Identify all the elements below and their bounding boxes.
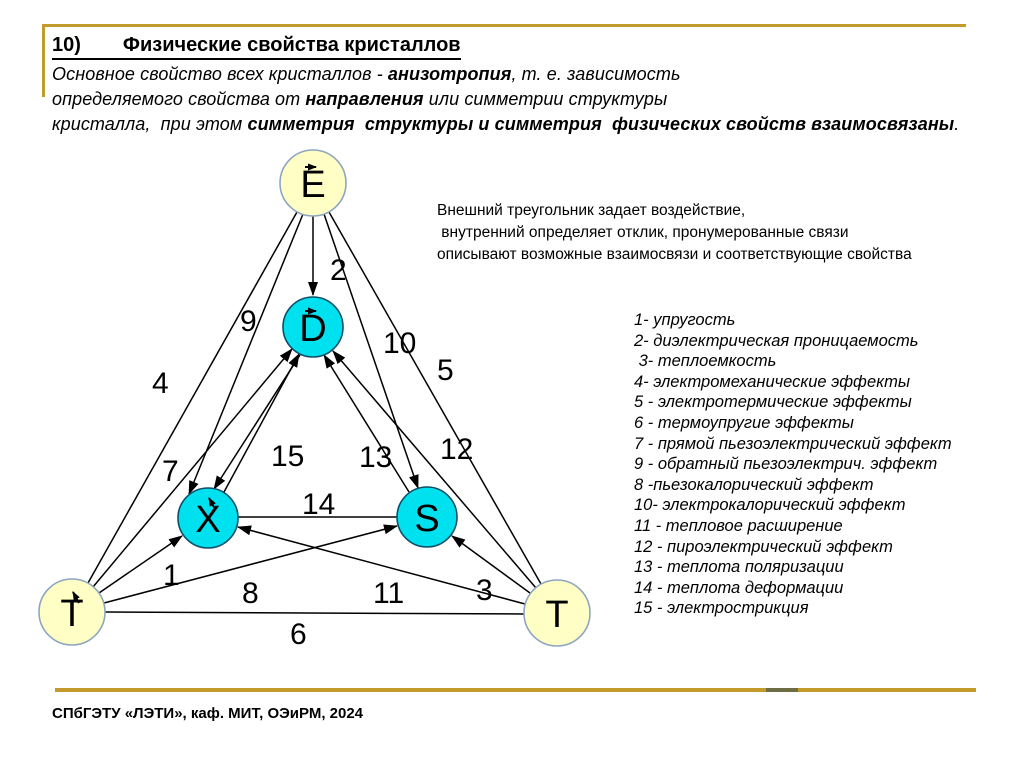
text-segment: анизотропия	[387, 64, 512, 84]
edge-3-Tright-S	[451, 535, 531, 594]
edge-number-15: 15	[271, 440, 304, 473]
text-segment: или симметрии структуры	[423, 89, 668, 109]
left-border-line	[42, 24, 45, 97]
node-label-S: S	[414, 498, 439, 540]
annotation-line: описывают возможные взаимосвязи и соотве…	[437, 246, 912, 263]
edge-number-2: 2	[330, 254, 347, 287]
edge-7-Tleft-D	[92, 348, 293, 588]
edge-12-Tright-D	[332, 350, 537, 589]
legend-item: 10- электрокалорический эффект	[634, 496, 906, 515]
node-label-E: E	[300, 164, 325, 206]
legend-item: 9 - обратный пьезоэлектрич. эффект	[634, 455, 938, 474]
footer-credit: СПбГЭТУ «ЛЭТИ», каф. МИТ, ОЭиРМ, 2024	[52, 705, 364, 722]
text-segment: симметрия структуры и симметрия физическ…	[247, 114, 955, 134]
legend-item: 8 -пьезокалорический эффект	[634, 475, 874, 494]
node-label-X: X	[195, 499, 220, 541]
vector-mark-icon-X	[208, 497, 216, 510]
edge-number-5: 5	[437, 354, 454, 387]
text-segment: кристалла, при этом	[52, 114, 248, 134]
node-T-left	[38, 578, 106, 646]
edge-6-Tleft-Tright	[104, 611, 525, 615]
title-text: Физические свойства кристаллов	[122, 34, 461, 56]
legend-item: 2- диэлектрическая проницаемость	[634, 331, 919, 350]
text-segment: определяемого свойства от	[52, 89, 306, 109]
legend-item: 15 - электрострикция	[634, 599, 809, 618]
annotation-line: внутренний определяет отклик, пронумеров…	[437, 224, 849, 241]
legend-item: 5 - электротермические эффекты	[634, 393, 912, 412]
annotation-line: Внешний треугольник задает воздействие,	[437, 202, 746, 219]
node-D	[282, 296, 344, 358]
edge-number-10: 10	[383, 327, 416, 360]
node-S	[396, 486, 458, 548]
intro-paragraph-line-1: Основное свойство всех кристаллов - аниз…	[52, 64, 681, 85]
edge-8-Tleft-S	[103, 524, 398, 604]
node-label-D: D	[299, 308, 326, 350]
node-label-T-left: T	[60, 593, 83, 635]
footer-rule-dark-segment	[766, 688, 798, 692]
text-segment: направления	[305, 89, 424, 109]
legend-item: 3- теплоемкость	[634, 352, 777, 371]
edge-15-X-D	[223, 353, 300, 493]
node-X	[177, 487, 239, 549]
legend-item: 4- электромеханические эффекты	[634, 372, 911, 391]
edge-number-1: 1	[163, 559, 180, 592]
text-segment: , т. е. зависимость	[511, 64, 681, 84]
footer-rule	[55, 688, 976, 692]
edge-13-S-D	[323, 354, 410, 493]
top-border-line	[42, 24, 966, 27]
edge-1-Tleft-X	[98, 535, 183, 594]
text-segment: .	[954, 114, 960, 134]
intro-paragraph-line-2: определяемого свойства от направления ил…	[52, 89, 667, 110]
legend-item: 12 - пироэлектрический эффект	[634, 537, 893, 556]
edge-number-6: 6	[290, 618, 307, 651]
edge-4-E-Tleft	[87, 211, 298, 584]
edge-number-13: 13	[359, 441, 392, 474]
edge-number-3: 3	[476, 574, 493, 607]
edge-10-E-S	[323, 213, 419, 489]
page-title: 10) Физические свойства кристаллов	[52, 34, 461, 60]
legend-item: 1- упругость	[634, 311, 736, 329]
diagram-annotation: Внешний треугольник задает воздействие, …	[437, 200, 912, 266]
edge-9-E-X	[188, 213, 304, 495]
edge-number-14: 14	[302, 488, 335, 521]
legend-item: 6 - термоупругие эффекты	[634, 413, 854, 432]
edge-number-9: 9	[240, 305, 257, 338]
vector-mark-icon-T-left	[72, 591, 80, 604]
node-T-right	[523, 579, 591, 647]
title-number: 10)	[52, 34, 81, 56]
edge-number-8: 8	[242, 577, 259, 610]
edge-number-12: 12	[440, 433, 473, 466]
legend-item: 13 - теплота поляризации	[634, 558, 844, 577]
effects-legend: 1- упругость 2- диэлектрическая проницаем…	[634, 310, 952, 619]
legend-item: 7 - прямой пьезоэлектрический эффект	[634, 434, 952, 453]
legend-item: 11 - тепловое расширение	[634, 516, 843, 535]
intro-paragraph-line-3: кристалла, при этом симметрия структуры …	[52, 114, 959, 135]
edge-number-7: 7	[162, 455, 179, 488]
text-segment: Основное свойство всех кристаллов -	[52, 64, 388, 84]
edge-5-E-Tright	[328, 211, 542, 585]
edge-number-11: 11	[373, 577, 404, 610]
node-E	[279, 149, 347, 217]
edge-number-4: 4	[152, 367, 169, 400]
legend-item: 14 - теплота деформации	[634, 578, 844, 597]
node-label-T-right: T	[545, 594, 568, 636]
edge-11-Tright-X	[237, 525, 526, 605]
